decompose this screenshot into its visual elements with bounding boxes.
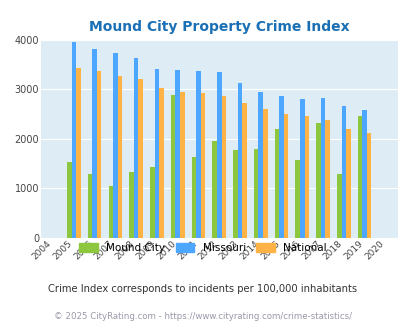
Bar bbox=[196, 71, 200, 238]
Bar bbox=[315, 123, 320, 238]
Bar bbox=[113, 53, 117, 238]
Bar bbox=[232, 150, 237, 238]
Bar bbox=[71, 42, 76, 238]
Bar bbox=[221, 96, 226, 238]
Bar bbox=[212, 141, 216, 238]
Bar bbox=[366, 133, 371, 238]
Bar bbox=[341, 106, 345, 238]
Bar bbox=[92, 49, 97, 238]
Bar bbox=[67, 162, 71, 238]
Bar bbox=[97, 71, 101, 238]
Bar bbox=[324, 120, 329, 238]
Bar bbox=[129, 172, 134, 238]
Bar bbox=[345, 129, 350, 238]
Bar bbox=[134, 58, 138, 238]
Bar bbox=[200, 93, 205, 238]
Bar bbox=[283, 115, 288, 238]
Bar bbox=[304, 116, 309, 238]
Bar bbox=[262, 110, 267, 238]
Bar bbox=[150, 167, 154, 238]
Bar bbox=[171, 95, 175, 238]
Bar bbox=[362, 110, 366, 238]
Bar bbox=[154, 69, 159, 238]
Bar bbox=[274, 129, 279, 238]
Bar bbox=[138, 79, 143, 238]
Text: © 2025 CityRating.com - https://www.cityrating.com/crime-statistics/: © 2025 CityRating.com - https://www.city… bbox=[54, 313, 351, 321]
Bar bbox=[237, 83, 242, 238]
Bar bbox=[179, 92, 184, 238]
Title: Mound City Property Crime Index: Mound City Property Crime Index bbox=[89, 20, 349, 34]
Bar bbox=[108, 185, 113, 238]
Legend: Mound City, Missouri, National: Mound City, Missouri, National bbox=[75, 239, 330, 257]
Bar bbox=[216, 72, 221, 238]
Bar bbox=[253, 149, 258, 238]
Bar bbox=[76, 68, 81, 238]
Bar bbox=[258, 92, 262, 238]
Bar bbox=[175, 70, 179, 238]
Bar bbox=[299, 98, 304, 238]
Bar bbox=[336, 174, 341, 238]
Bar bbox=[159, 88, 163, 238]
Text: Crime Index corresponds to incidents per 100,000 inhabitants: Crime Index corresponds to incidents per… bbox=[48, 284, 357, 294]
Bar bbox=[295, 160, 299, 238]
Bar bbox=[357, 116, 362, 238]
Bar bbox=[242, 103, 246, 238]
Bar bbox=[191, 157, 196, 238]
Bar bbox=[87, 174, 92, 238]
Bar bbox=[279, 96, 283, 238]
Bar bbox=[320, 98, 324, 238]
Bar bbox=[117, 76, 122, 238]
